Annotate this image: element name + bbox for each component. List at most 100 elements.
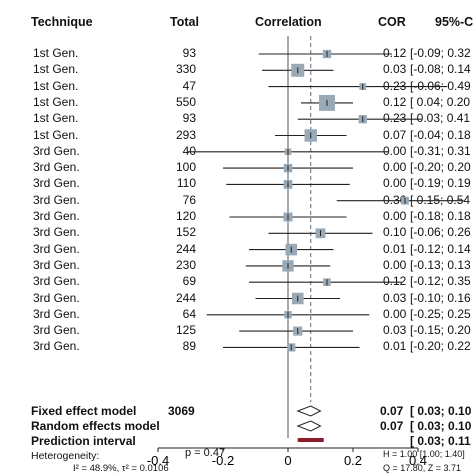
study-technique: 1st Gen. xyxy=(33,46,79,60)
x-axis-tick-label: 0.4 xyxy=(409,453,427,468)
study-ci: [ 0.15; 0.54 xyxy=(410,192,471,207)
study-total: 93 xyxy=(182,46,196,60)
study-technique: 3rd Gen. xyxy=(33,306,80,321)
study-ci: [-0.15; 0.20 xyxy=(410,323,471,338)
study-ci: [-0.31; 0.31 xyxy=(410,143,471,158)
study-total: 244 xyxy=(175,241,196,256)
header-ci: 95%-CI xyxy=(435,15,474,29)
random-effects-ci: [ 0.03; 0.10 xyxy=(410,419,472,433)
random-effects-label: Random effects model xyxy=(31,419,160,433)
study-technique: 3rd Gen. xyxy=(33,290,80,305)
study-cor: 0.00 xyxy=(383,160,407,175)
study-total: 120 xyxy=(175,209,196,223)
prediction-interval-ci: [ 0.03; 0.11 xyxy=(410,434,471,448)
study-technique: 3rd Gen. xyxy=(33,209,80,223)
study-technique: 3rd Gen. xyxy=(33,274,80,289)
study-ci: [-0.20; 0.22 xyxy=(410,339,471,354)
study-ci: [-0.04; 0.18 xyxy=(410,127,471,142)
study-technique: 3rd Gen. xyxy=(33,225,80,240)
study-total: 152 xyxy=(175,225,196,240)
study-ci: [-0.10; 0.16 xyxy=(410,290,471,305)
study-cor: 0.12 xyxy=(383,46,407,60)
study-total: 76 xyxy=(182,192,196,207)
study-total: 110 xyxy=(176,176,196,191)
study-cor: 0.23 xyxy=(383,78,407,93)
study-ci: [-0.20; 0.20 xyxy=(410,160,471,175)
study-total: 47 xyxy=(182,78,196,93)
study-technique: 3rd Gen. xyxy=(33,160,80,175)
study-technique: 1st Gen. xyxy=(33,94,79,109)
random-effects-diamond xyxy=(296,420,322,432)
study-ci: [-0.13; 0.13 xyxy=(410,257,471,272)
header-cor: COR xyxy=(378,15,406,29)
study-cor: 0.03 xyxy=(383,323,407,338)
study-total: 64 xyxy=(182,306,196,321)
study-cor: 0.00 xyxy=(383,176,407,191)
study-ci: [-0.18; 0.18 xyxy=(410,209,471,223)
study-total: 125 xyxy=(175,323,196,338)
study-total: 69 xyxy=(182,274,196,289)
study-ci: [ 0.03; 0.41 xyxy=(410,111,471,126)
header-correlation: Correlation xyxy=(255,15,322,29)
heterogeneity-p: p = 0.47 xyxy=(185,447,226,459)
study-ci: [-0.09; 0.32 xyxy=(410,46,471,60)
study-total: 89 xyxy=(182,339,196,354)
study-cor: 0.00 xyxy=(383,209,407,223)
study-technique: 1st Gen. xyxy=(33,62,79,77)
study-cor: 0.01 xyxy=(383,339,407,354)
study-total: 100 xyxy=(175,160,196,175)
study-cor: 0.03 xyxy=(383,290,407,305)
study-ci: [-0.06; 0.26 xyxy=(410,225,471,240)
study-total: 244 xyxy=(175,290,196,305)
study-cor: 0.03 xyxy=(383,62,407,77)
prediction-interval-bar xyxy=(297,438,324,442)
study-technique: 3rd Gen. xyxy=(33,339,80,354)
study-cor: 0.10 xyxy=(383,225,407,240)
random-effects-cor: 0.07 xyxy=(380,419,404,433)
study-ci: [-0.12; 0.14 xyxy=(410,241,471,256)
study-technique: 3rd Gen. xyxy=(33,192,80,207)
fixed-effect-ci: [ 0.03; 0.10 xyxy=(410,404,472,418)
heterogeneity-i2: I² = 48.9%, τ² = 0.0106 xyxy=(73,463,169,474)
x-axis-tick-label: 0 xyxy=(284,453,291,468)
study-cor: 0.36 xyxy=(383,192,407,207)
heterogeneity-label: Heterogeneity: xyxy=(31,450,100,462)
study-cor: 0.01 xyxy=(383,241,407,256)
study-total: 550 xyxy=(175,94,196,109)
fixed-effect-total: 3069 xyxy=(168,404,195,418)
study-technique: 3rd Gen. xyxy=(33,257,80,272)
study-ci: [ 0.04; 0.20 xyxy=(410,94,471,109)
study-ci: [-0.12; 0.35 xyxy=(410,274,471,289)
study-ci: [-0.06; 0.49 xyxy=(410,78,471,93)
study-technique: 1st Gen. xyxy=(33,111,79,126)
study-technique: 1st Gen. xyxy=(33,127,79,142)
heterogeneity-h: H = 1.00 [1.00; 1.40] xyxy=(383,449,465,459)
study-ci: [-0.25; 0.25 xyxy=(410,306,471,321)
study-cor: 0.00 xyxy=(383,306,407,321)
study-total: 293 xyxy=(175,127,196,142)
study-technique: 1st Gen. xyxy=(33,78,79,93)
study-cor: 0.12 xyxy=(383,274,407,289)
heterogeneity-q: Q = 17.80, Z = 3.71 xyxy=(383,463,462,473)
fixed-effect-label: Fixed effect model xyxy=(31,404,137,418)
fixed-effect-diamond xyxy=(296,405,322,417)
study-cor: 0.23 xyxy=(383,111,407,126)
study-cor: 0.07 xyxy=(383,127,407,142)
study-technique: 3rd Gen. xyxy=(33,176,80,191)
study-total: 40 xyxy=(182,143,196,158)
study-ci: [-0.08; 0.14 xyxy=(410,62,471,77)
prediction-interval-label: Prediction interval xyxy=(31,434,136,448)
study-cor: 0.12 xyxy=(383,94,407,109)
study-cor: 0.00 xyxy=(383,257,407,272)
study-total: 93 xyxy=(182,111,196,126)
study-cor: 0.00 xyxy=(383,143,407,158)
x-axis-tick-label: -0.4 xyxy=(147,453,169,468)
x-axis-tick-label: -0.2 xyxy=(212,453,234,468)
study-ci: [-0.19; 0.19 xyxy=(410,176,471,191)
study-technique: 3rd Gen. xyxy=(33,143,80,158)
header-total: Total xyxy=(170,15,199,29)
study-technique: 3rd Gen. xyxy=(33,323,80,338)
x-axis-tick-label: 0.2 xyxy=(344,453,362,468)
study-technique: 3rd Gen. xyxy=(33,241,80,256)
